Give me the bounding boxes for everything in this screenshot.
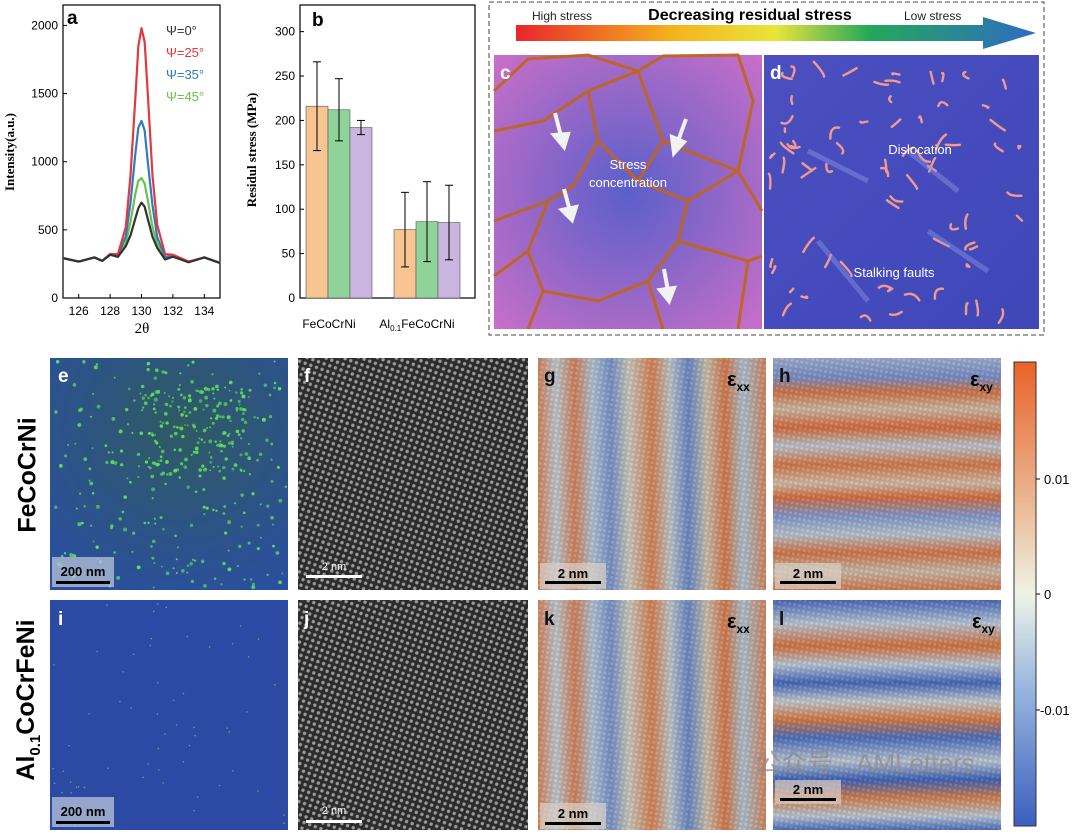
stress-label-line1: Stress <box>610 157 647 172</box>
xrd-legend-entry: Ψ=0° <box>166 23 197 38</box>
dislocation-label: Dislocation <box>888 142 952 157</box>
panel-a-letter: a <box>67 8 78 29</box>
xrd-x-tick: 128 <box>100 304 120 318</box>
panel-l-letter: l <box>779 609 784 630</box>
scale-bar-j: 2 nm <box>306 805 362 823</box>
panel-j-letter: j <box>303 609 309 630</box>
xrd-y-tick: 1500 <box>31 87 58 101</box>
panel-b-letter: b <box>312 10 324 31</box>
stress-y-tick: 200 <box>275 113 295 127</box>
scale-bar-e: 200 nm <box>52 557 114 587</box>
stress-gradient-arrow <box>516 17 1036 49</box>
watermark: 公众号 · AMLetters <box>755 748 975 778</box>
xrd-y-tick: 2000 <box>31 18 58 32</box>
xrd-legend: Ψ=0° Ψ=25° Ψ=35° Ψ=45° <box>166 23 204 104</box>
grain-boundary-panel: c Stress concentration <box>492 53 764 330</box>
scale-bar-k: 2 nm <box>540 803 606 829</box>
scale-bar-i: 200 nm <box>52 797 114 827</box>
stress-y-tick: 100 <box>275 202 295 216</box>
haadf-image-al-cocrfeni <box>298 600 528 830</box>
panel-d-letter: d <box>770 63 782 84</box>
strain-label-l: εxy <box>972 611 995 636</box>
scale-bar-l: 2 nm <box>775 780 841 804</box>
svg-text:2 nm: 2 nm <box>558 806 588 821</box>
xrd-x-tick: 134 <box>194 304 214 318</box>
panel-f-letter: f <box>304 366 311 387</box>
high-stress-label: High stress <box>532 9 592 23</box>
xrd-legend-entry: Ψ=45° <box>166 89 204 104</box>
dislocation-panel: d Dislocation Stalking faults <box>764 55 1039 329</box>
stress-y-tick: 0 <box>288 291 295 305</box>
xrd-x-label: 2θ <box>135 321 150 337</box>
svg-text:2 nm: 2 nm <box>322 561 346 573</box>
strain-colorbar: 0.01 0 -0.01 <box>1013 361 1070 827</box>
stress-schematic: High stress Decreasing residual stress L… <box>488 1 1045 336</box>
colorbar-tick-neg: -0.01 <box>1040 703 1070 718</box>
colorbar-tick-pos: 0.01 <box>1044 472 1069 487</box>
scale-bar-g: 2 nm <box>540 563 606 589</box>
panel-h-letter: h <box>779 366 791 387</box>
faults-label: Stalking faults <box>854 265 935 280</box>
group-label-fecocrni: FeCoCrNi <box>302 317 355 331</box>
stress-label-line2: concentration <box>589 175 667 190</box>
strain-label-k: εxx <box>727 611 750 636</box>
scale-bar-h: 2 nm <box>775 563 841 589</box>
strain-label-g: εxx <box>727 369 750 394</box>
stress-y-tick: 150 <box>275 158 295 172</box>
panel-g-letter: g <box>544 366 556 387</box>
stress-y-tick: 50 <box>282 247 296 261</box>
stress-y-tick: 250 <box>275 69 295 83</box>
svg-text:2 nm: 2 nm <box>322 805 346 817</box>
stress-y-label: Residul stress (MPa) <box>244 93 259 208</box>
xrd-legend-entry: Ψ=25° <box>166 45 204 60</box>
xrd-x-tick: 126 <box>69 304 89 318</box>
xrd-y-label: Intensity(a.u.) <box>2 113 17 191</box>
xrd-y-tick: 1000 <box>31 155 58 169</box>
stress-y-tick: 300 <box>275 25 295 39</box>
svg-text:2 nm: 2 nm <box>793 782 823 797</box>
panel-e-letter: e <box>58 366 69 387</box>
svg-text:200 nm: 200 nm <box>61 564 106 579</box>
xrd-y-tick: 500 <box>38 223 58 237</box>
low-stress-label: Low stress <box>904 9 961 23</box>
schematic-header: Decreasing residual stress <box>648 7 852 24</box>
svg-text:2 nm: 2 nm <box>558 566 588 581</box>
stress-bar-chart: 0 50 100 150 200 250 300 b Residul stress (MPa… <box>244 4 476 333</box>
panel-k-letter: k <box>544 609 555 630</box>
xrd-x-tick: 130 <box>131 304 151 318</box>
haadf-image-fecocrni <box>298 358 528 590</box>
strain-label-h: εxy <box>970 369 993 394</box>
panel-c-letter: c <box>500 63 511 84</box>
scale-bar-f: 2 nm <box>306 561 362 578</box>
svg-text:200 nm: 200 nm <box>61 804 106 819</box>
xrd-x-tick: 132 <box>163 304 183 318</box>
xrd-y-tick: 0 <box>51 291 58 305</box>
eds-map-al-cocrfeni <box>50 600 288 830</box>
xrd-legend-entry: Ψ=35° <box>166 67 204 82</box>
xrd-series-line <box>62 201 221 264</box>
svg-text:2 nm: 2 nm <box>793 566 823 581</box>
group-label-al-fecocrni: Al0.1FeCoCrNi <box>379 317 454 333</box>
colorbar-tick-zero: 0 <box>1044 587 1051 602</box>
panel-i-letter: i <box>58 609 63 630</box>
